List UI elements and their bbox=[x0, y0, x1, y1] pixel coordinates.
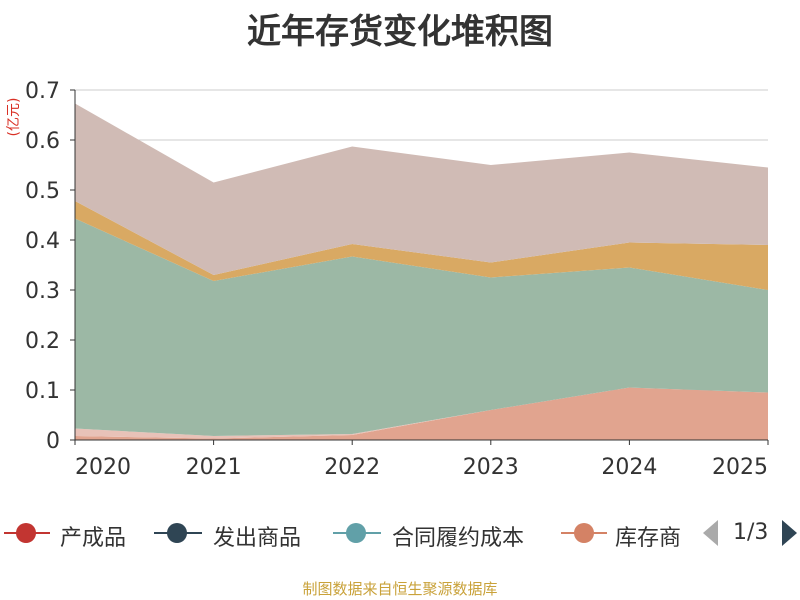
area-series-1 bbox=[75, 387, 768, 439]
y-tick-label-0: 0 bbox=[46, 429, 60, 454]
y-tick-label-3: 0.3 bbox=[25, 279, 60, 304]
x-tick-label-0: 2020 bbox=[75, 455, 131, 480]
legend-dot-1 bbox=[167, 523, 187, 543]
y-tick-label-5: 0.5 bbox=[25, 179, 60, 204]
y-tick-label-6: 0.6 bbox=[25, 129, 60, 154]
area-series-0 bbox=[75, 387, 768, 440]
area-series-3 bbox=[75, 201, 768, 290]
y-tick-label-2: 0.2 bbox=[25, 329, 60, 354]
legend: 产成品 发出商品 合同履约成本 库存商 1/3 bbox=[0, 513, 800, 553]
legend-page-indicator: 1/3 bbox=[733, 520, 769, 545]
legend-dot-0 bbox=[16, 523, 36, 543]
legend-dot-3 bbox=[574, 523, 594, 543]
x-tick-label-1: 2021 bbox=[186, 455, 242, 480]
data-source: 制图数据来自恒生聚源数据库 bbox=[302, 580, 498, 598]
y-tick-label-7: 0.7 bbox=[25, 79, 60, 104]
chart-title: 近年存货变化堆积图 bbox=[247, 12, 553, 52]
y-tick-label-1: 0.1 bbox=[25, 379, 60, 404]
legend-label-2: 合同履约成本 bbox=[392, 526, 525, 551]
x-tick-label-3: 2023 bbox=[463, 455, 519, 480]
legend-label-3: 库存商 bbox=[615, 526, 682, 551]
legend-dot-2 bbox=[346, 523, 366, 543]
x-tick-label-5: 2025 bbox=[712, 455, 768, 480]
x-tick-label-2: 2022 bbox=[324, 455, 380, 480]
area-series-4 bbox=[75, 103, 768, 275]
y-tick-label-4: 0.4 bbox=[25, 229, 60, 254]
legend-label-clip: 库存商 bbox=[613, 513, 683, 553]
chevron-right-icon[interactable] bbox=[778, 518, 800, 548]
chevron-left-icon[interactable] bbox=[700, 518, 722, 548]
legend-label-0: 产成品 bbox=[60, 526, 127, 551]
x-tick-label-4: 2024 bbox=[601, 455, 657, 480]
legend-label-1: 发出商品 bbox=[213, 526, 302, 551]
area-series-2 bbox=[75, 218, 768, 436]
